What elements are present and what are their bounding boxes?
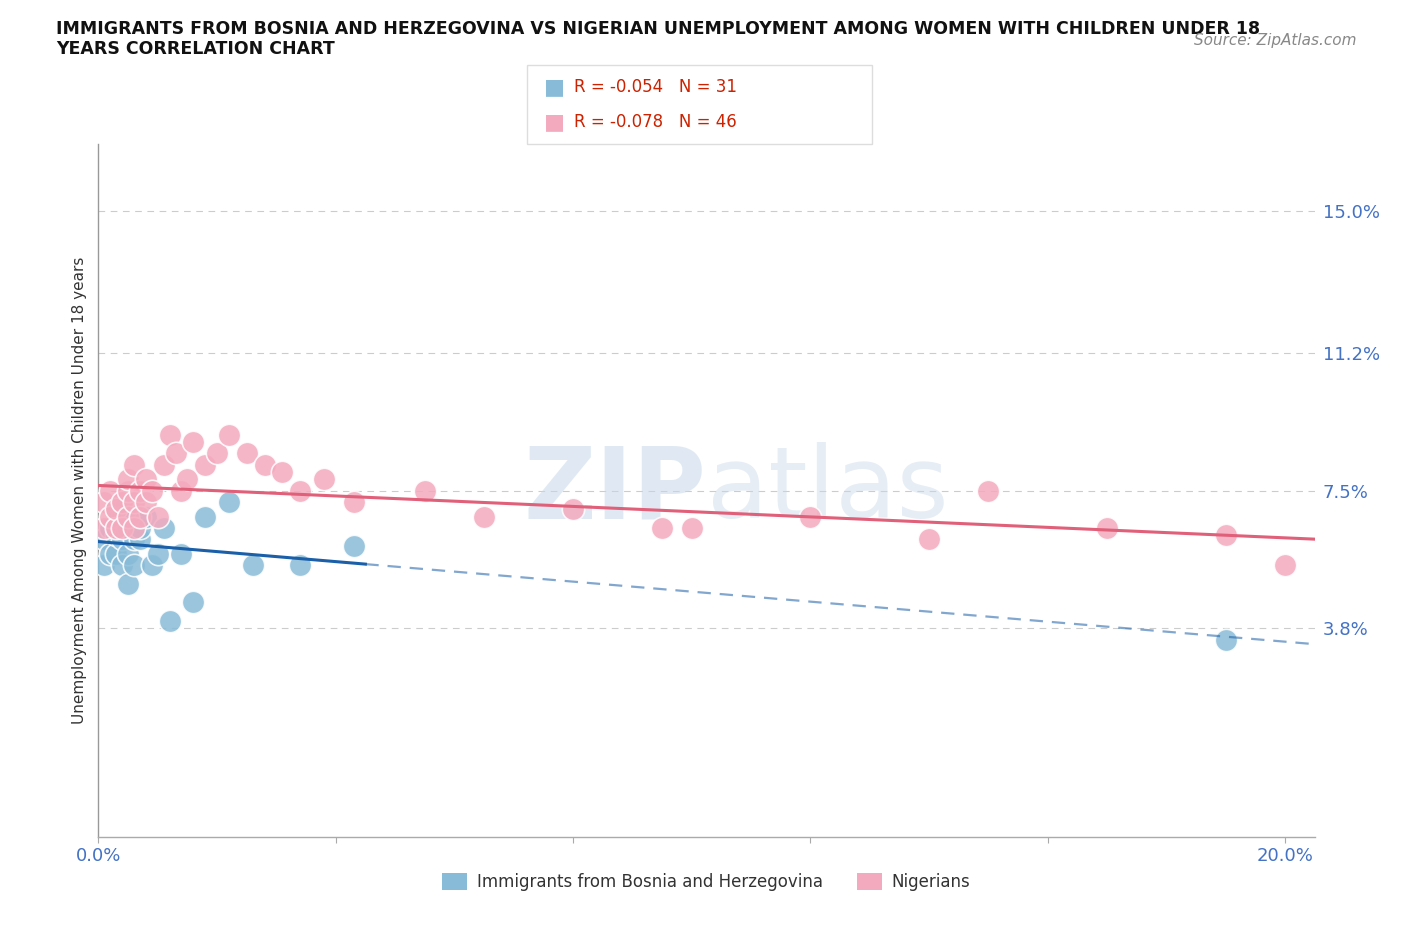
Point xyxy=(342,495,364,510)
Point xyxy=(1215,632,1237,647)
Legend: Immigrants from Bosnia and Herzegovina, Nigerians: Immigrants from Bosnia and Herzegovina, … xyxy=(436,867,977,898)
Point xyxy=(146,510,169,525)
Point xyxy=(98,510,121,525)
Point xyxy=(194,510,217,525)
Point xyxy=(312,472,335,486)
Point xyxy=(413,484,436,498)
Point xyxy=(562,502,585,517)
Text: ■: ■ xyxy=(544,112,565,132)
Point xyxy=(165,445,187,460)
Point xyxy=(98,547,121,562)
Point xyxy=(105,528,128,543)
Point xyxy=(194,457,217,472)
Point xyxy=(159,427,181,442)
Point xyxy=(105,502,128,517)
Point xyxy=(111,532,134,547)
Point xyxy=(342,539,364,554)
Point xyxy=(799,510,821,525)
Point xyxy=(242,558,264,573)
Point xyxy=(977,484,1000,498)
Point xyxy=(117,577,139,591)
Point xyxy=(235,445,257,460)
Point xyxy=(152,457,174,472)
Point xyxy=(117,484,139,498)
Point xyxy=(122,521,145,536)
Point xyxy=(271,464,294,479)
Point xyxy=(159,614,181,629)
Point xyxy=(111,558,134,573)
Point xyxy=(135,510,157,525)
Point xyxy=(651,521,673,536)
Point xyxy=(117,547,139,562)
Point xyxy=(218,495,240,510)
Point xyxy=(122,532,145,547)
Point xyxy=(135,472,157,486)
Point xyxy=(98,484,121,498)
Point xyxy=(288,484,311,498)
Point xyxy=(288,558,311,573)
Point xyxy=(681,521,703,536)
Point xyxy=(141,558,163,573)
Text: ■: ■ xyxy=(544,77,565,98)
Point xyxy=(183,595,205,610)
Point xyxy=(1274,558,1296,573)
Point xyxy=(122,558,145,573)
Point xyxy=(129,484,152,498)
Y-axis label: Unemployment Among Women with Children Under 18 years: Unemployment Among Women with Children U… xyxy=(72,257,87,724)
Point xyxy=(918,532,941,547)
Point xyxy=(117,521,139,536)
Point xyxy=(141,484,163,498)
Point xyxy=(152,521,174,536)
Point xyxy=(93,532,115,547)
Point xyxy=(122,457,145,472)
Text: YEARS CORRELATION CHART: YEARS CORRELATION CHART xyxy=(56,40,335,58)
Point xyxy=(1215,528,1237,543)
Point xyxy=(93,558,115,573)
Point xyxy=(111,510,134,525)
Point xyxy=(253,457,276,472)
Text: ZIP: ZIP xyxy=(523,442,707,539)
Point xyxy=(183,434,205,449)
Point xyxy=(205,445,228,460)
Point xyxy=(93,495,115,510)
Point xyxy=(135,495,157,510)
Point xyxy=(472,510,495,525)
Point xyxy=(105,547,128,562)
Point xyxy=(218,427,240,442)
Point xyxy=(146,547,169,562)
Text: atlas: atlas xyxy=(707,442,948,539)
Point xyxy=(176,472,198,486)
Point xyxy=(105,521,128,536)
Point xyxy=(122,510,145,525)
Point xyxy=(129,510,152,525)
Text: R = -0.054   N = 31: R = -0.054 N = 31 xyxy=(574,78,737,96)
Point xyxy=(111,521,134,536)
Point xyxy=(170,484,193,498)
Point xyxy=(117,472,139,486)
Text: IMMIGRANTS FROM BOSNIA AND HERZEGOVINA VS NIGERIAN UNEMPLOYMENT AMONG WOMEN WITH: IMMIGRANTS FROM BOSNIA AND HERZEGOVINA V… xyxy=(56,20,1260,38)
Point xyxy=(117,510,139,525)
Text: R = -0.078   N = 46: R = -0.078 N = 46 xyxy=(574,113,737,131)
Point xyxy=(129,532,152,547)
Point xyxy=(105,502,128,517)
Point xyxy=(122,495,145,510)
Point xyxy=(111,495,134,510)
Point xyxy=(129,521,152,536)
Point xyxy=(170,547,193,562)
Text: Source: ZipAtlas.com: Source: ZipAtlas.com xyxy=(1194,33,1357,47)
Point xyxy=(93,521,115,536)
Point xyxy=(98,521,121,536)
Point xyxy=(1095,521,1118,536)
